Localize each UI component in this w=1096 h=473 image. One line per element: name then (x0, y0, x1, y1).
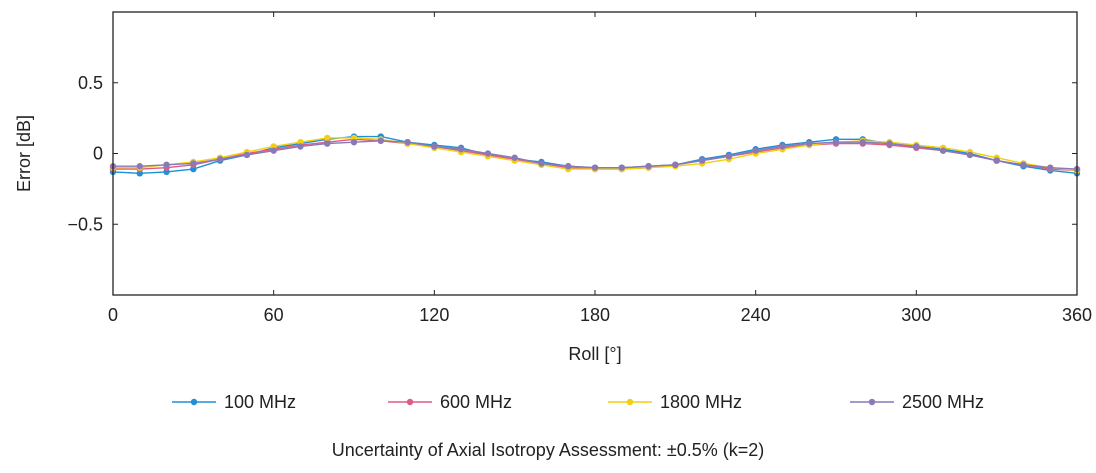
x-tick-label: 300 (901, 305, 931, 325)
chart: 0 60 120 180 240 300 360 −0.5 0 0.5 Roll [°] Erro… (14, 11, 1092, 412)
series-layer (109, 133, 1081, 177)
data-point-2500-mhz (163, 161, 170, 169)
legend-item-600-mhz: 600 MHz (388, 392, 512, 412)
legend-swatch-marker (626, 398, 634, 406)
legend-label: 600 MHz (440, 392, 512, 412)
legend: 100 MHz 600 MHz 1800 MHz 2500 MHz (172, 392, 984, 412)
data-point-2500-mhz (618, 164, 625, 171)
data-point-2500-mhz (243, 151, 251, 159)
data-point-2500-mhz (698, 157, 706, 164)
data-point-2500-mhz (484, 150, 492, 157)
data-point-2500-mhz (806, 140, 813, 147)
legend-label: 2500 MHz (902, 392, 984, 412)
data-point-2500-mhz (966, 151, 974, 159)
x-tick-label: 0 (108, 305, 118, 325)
data-point-2500-mhz (136, 163, 143, 170)
x-tick-label: 180 (580, 305, 610, 325)
data-point-2500-mhz (993, 157, 1000, 164)
data-point-2500-mhz (565, 163, 572, 170)
legend-swatch-marker (190, 398, 198, 406)
data-point-2500-mhz (431, 143, 438, 150)
y-tick-label: −0.5 (67, 214, 103, 234)
data-point-2500-mhz (404, 138, 411, 146)
y-axis-title: Error [dB] (14, 115, 34, 192)
x-tick-label: 60 (264, 305, 284, 325)
data-point-2500-mhz (752, 147, 759, 154)
legend-item-1800-mhz: 1800 MHz (608, 392, 742, 412)
data-point-2500-mhz (270, 147, 277, 154)
data-point-2500-mhz (457, 146, 465, 153)
data-point-2500-mhz (886, 140, 893, 147)
data-point-2500-mhz (1020, 161, 1027, 169)
y-tick-label: 0.5 (78, 73, 103, 93)
legend-label: 100 MHz (224, 392, 296, 412)
legend-item-100-mhz: 100 MHz (172, 392, 296, 412)
legend-label: 1800 MHz (660, 392, 742, 412)
data-point-2500-mhz (377, 137, 384, 144)
x-tick-label: 240 (741, 305, 771, 325)
data-point-2500-mhz (939, 147, 947, 154)
x-tick-label: 120 (419, 305, 449, 325)
data-point-2500-mhz (832, 138, 840, 146)
series-2500-mhz (109, 137, 1081, 173)
data-point-2500-mhz (538, 160, 545, 167)
data-point-2500-mhz (913, 143, 920, 150)
x-axis-title: Roll [°] (568, 344, 621, 364)
data-point-2500-mhz (297, 143, 304, 150)
data-point-2500-mhz (1047, 164, 1054, 171)
data-point-2500-mhz (216, 155, 224, 163)
uncertainty-note: Uncertainty of Axial Isotropy Assessment… (331, 440, 765, 460)
legend-swatch-marker (868, 398, 876, 406)
x-tick-label: 360 (1062, 305, 1092, 325)
legend-swatch-marker (406, 398, 414, 406)
data-point-2500-mhz (725, 153, 733, 160)
data-point-2500-mhz (859, 138, 866, 146)
data-point-2500-mhz (324, 140, 331, 147)
data-point-2500-mhz (350, 138, 358, 146)
ticks-layer: 0 60 120 180 240 300 360 −0.5 0 0.5 (67, 12, 1092, 325)
data-point-2500-mhz (645, 163, 652, 170)
data-point-1800-mhz (324, 134, 331, 142)
data-point-2500-mhz (190, 160, 197, 167)
data-point-2500-mhz (779, 143, 786, 150)
legend-item-2500-mhz: 2500 MHz (850, 392, 984, 412)
y-tick-label: 0 (93, 144, 103, 164)
data-point-2500-mhz (672, 161, 679, 169)
data-point-2500-mhz (591, 164, 599, 171)
data-point-2500-mhz (511, 154, 518, 161)
